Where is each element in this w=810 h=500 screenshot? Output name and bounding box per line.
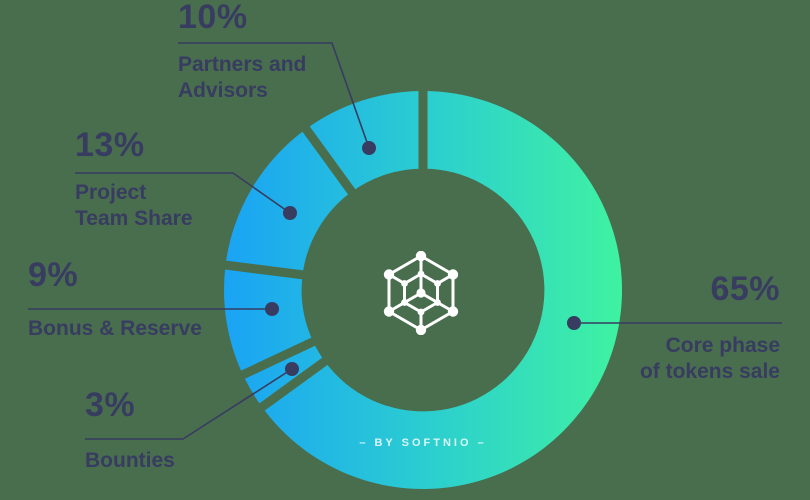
slice-gap-lines bbox=[219, 85, 428, 415]
label-partners: Partners and Advisors bbox=[178, 53, 307, 102]
callout-leaders bbox=[28, 42, 782, 440]
callout-bounties: 3% Bounties bbox=[85, 388, 175, 474]
percent-team: 13% bbox=[75, 126, 145, 164]
percent-bounties: 3% bbox=[85, 386, 136, 424]
percent-partners: 10% bbox=[178, 0, 248, 36]
donut-slice-core-phase-of-tokens-sale bbox=[262, 91, 623, 489]
donut-slice-project-team-share bbox=[225, 129, 352, 275]
slice-gap bbox=[235, 334, 323, 382]
leader-line-partners bbox=[178, 42, 370, 149]
slice-gap bbox=[298, 121, 360, 201]
leader-line-team bbox=[75, 172, 291, 214]
label-core: Core phase of tokens sale bbox=[639, 334, 780, 383]
callout-partners-and-advisors: 10% Partners and Advisors bbox=[178, 0, 306, 104]
callout-dot-bonus bbox=[265, 302, 279, 316]
slice-gap bbox=[219, 259, 312, 281]
hexagon-network-icon bbox=[379, 251, 463, 335]
callout-dot-team bbox=[283, 206, 297, 220]
byline-text: – BY SOFTNIO – bbox=[359, 437, 487, 449]
percent-core: 65% bbox=[710, 270, 780, 308]
label-bonus: Bonus & Reserve bbox=[28, 317, 202, 340]
callout-dot-partners bbox=[362, 141, 376, 155]
callout-dot-bounties bbox=[285, 362, 299, 376]
leader-line-bounties bbox=[85, 368, 293, 440]
label-team: Project Team Share bbox=[75, 181, 193, 230]
callout-project-team-share: 13% Project Team Share bbox=[75, 128, 193, 232]
callout-bonus-reserve: 9% Bonus & Reserve bbox=[28, 258, 202, 342]
donut-slices bbox=[224, 91, 623, 489]
callout-core-phase: 65% Core phase of tokens sale bbox=[640, 272, 780, 385]
percent-bonus: 9% bbox=[28, 256, 79, 294]
slice-gap bbox=[254, 353, 334, 415]
label-bounties: Bounties bbox=[85, 449, 175, 472]
callout-dot-core bbox=[567, 316, 581, 330]
